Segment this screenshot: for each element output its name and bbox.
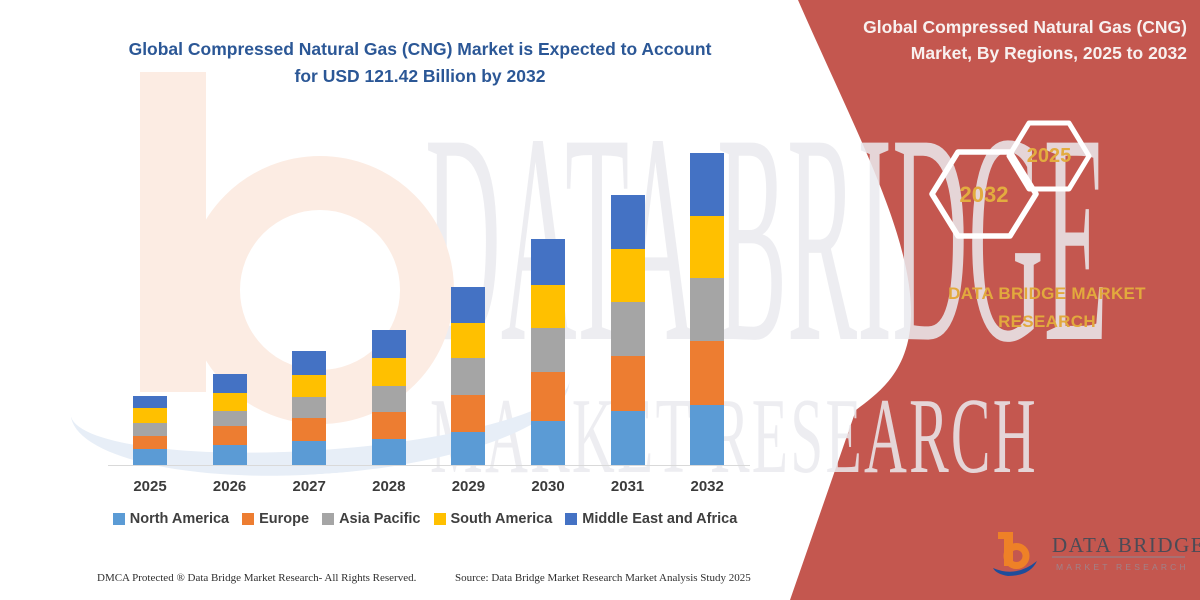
segment-2027-south-america	[292, 374, 327, 397]
segment-2030-asia-pacific	[531, 327, 565, 373]
segment-2027-europe	[292, 417, 327, 442]
segment-2032-middle-east-and-africa	[690, 153, 725, 217]
x-tick-2029: 2029	[451, 478, 486, 495]
segment-2029-asia-pacific	[451, 358, 486, 396]
logo-name-text: DATA BRIDGE	[1052, 533, 1200, 557]
segment-2029-south-america	[451, 322, 486, 359]
bar-2028	[371, 329, 406, 465]
logo-subtitle-text: MARKET RESEARCH	[1056, 562, 1189, 572]
segment-2025-europe	[133, 436, 167, 449]
segment-2032-europe	[690, 340, 725, 405]
hexagon-2032-label: 2032	[959, 182, 1009, 207]
legend-swatch	[433, 513, 446, 525]
bar-2032	[690, 153, 725, 465]
segment-2025-south-america	[133, 408, 167, 424]
legend-label: Middle East and Africa	[582, 511, 738, 527]
segment-2026-south-america	[212, 392, 247, 411]
x-tick-2030: 2030	[531, 478, 565, 495]
panel-title: Global Compressed Natural Gas (CNG) Mark…	[863, 17, 1187, 64]
segment-2027-middle-east-and-africa	[292, 350, 327, 375]
x-axis-line	[108, 465, 750, 466]
segment-2028-middle-east-and-africa	[371, 329, 406, 359]
panel-brand-text: DATA BRIDGE MARKET RESEARCH	[948, 284, 1146, 332]
legend-item-north-america: North America	[112, 511, 230, 527]
segment-2031-south-america	[610, 248, 645, 303]
bar-2029	[451, 287, 486, 465]
chart-legend: North America Europe Asia Pacific South Ame…	[90, 511, 760, 527]
segment-2029-north-america	[451, 432, 486, 465]
x-tick-2028: 2028	[372, 478, 406, 495]
legend-swatch	[112, 513, 125, 525]
hexagon-2025	[1006, 120, 1092, 192]
segment-2029-europe	[451, 395, 486, 433]
legend-label: Asia Pacific	[339, 511, 421, 527]
segment-2025-north-america	[133, 448, 167, 465]
segment-2028-europe	[371, 412, 406, 440]
legend-label: South America	[450, 511, 553, 527]
segment-2025-middle-east-and-africa	[133, 395, 167, 409]
footer-source: Source: Data Bridge Market Research Mark…	[455, 572, 751, 584]
x-tick-2032: 2032	[690, 478, 724, 495]
segment-2031-north-america	[610, 411, 645, 465]
legend-label: Europe	[259, 511, 310, 527]
legend-swatch	[322, 513, 335, 525]
footer-copyright: DMCA Protected ® Data Bridge Market Rese…	[97, 572, 417, 584]
segment-2026-europe	[212, 426, 247, 446]
segment-2030-south-america	[531, 284, 565, 328]
segment-2028-asia-pacific	[371, 385, 406, 413]
segment-2027-north-america	[292, 441, 327, 465]
data-bridge-logo: DATA BRIDGE MARKET RESEARCH	[993, 532, 1200, 576]
logo-b-ring	[1003, 543, 1030, 569]
bar-2030	[531, 239, 565, 465]
segment-2031-asia-pacific	[610, 302, 645, 357]
segment-2032-north-america	[690, 404, 725, 465]
legend-item-middle-east-and-africa: Middle East and Africa	[565, 511, 737, 527]
bar-2025	[133, 395, 167, 465]
logo-swoosh	[993, 561, 1037, 576]
legend-swatch	[242, 513, 255, 525]
segment-2031-europe	[610, 356, 645, 412]
legend-item-europe: Europe	[242, 511, 309, 527]
segment-2025-asia-pacific	[133, 423, 167, 437]
segment-2030-north-america	[531, 420, 565, 465]
segment-2029-middle-east-and-africa	[451, 287, 486, 323]
x-tick-2025: 2025	[133, 478, 167, 495]
hexagons-graphic	[929, 120, 1092, 239]
legend-label: North America	[129, 511, 230, 527]
segment-2031-middle-east-and-africa	[610, 195, 645, 249]
segment-2032-asia-pacific	[690, 278, 725, 341]
segment-2028-south-america	[371, 358, 406, 386]
bar-2026	[212, 374, 247, 465]
segment-2026-middle-east-and-africa	[212, 374, 247, 393]
legend-item-south-america: South America	[433, 511, 553, 527]
segment-2032-south-america	[690, 216, 725, 279]
legend-item-asia-pacific: Asia Pacific	[322, 511, 421, 527]
bar-2027	[292, 350, 327, 465]
x-tick-2026: 2026	[212, 478, 247, 495]
segment-2026-north-america	[212, 445, 247, 465]
bar-2031	[610, 195, 645, 465]
segment-2028-north-america	[371, 439, 406, 465]
segment-2030-middle-east-and-africa	[531, 239, 565, 285]
segment-2026-asia-pacific	[212, 410, 247, 427]
chart-title: Global Compressed Natural Gas (CNG) Mark…	[128, 39, 712, 87]
x-tick-2027: 2027	[292, 478, 326, 495]
x-tick-2031: 2031	[610, 478, 645, 495]
segment-2030-europe	[531, 372, 565, 421]
segment-2027-asia-pacific	[292, 396, 327, 418]
legend-swatch	[565, 513, 578, 525]
hexagon-2025-label: 2025	[1026, 145, 1072, 167]
